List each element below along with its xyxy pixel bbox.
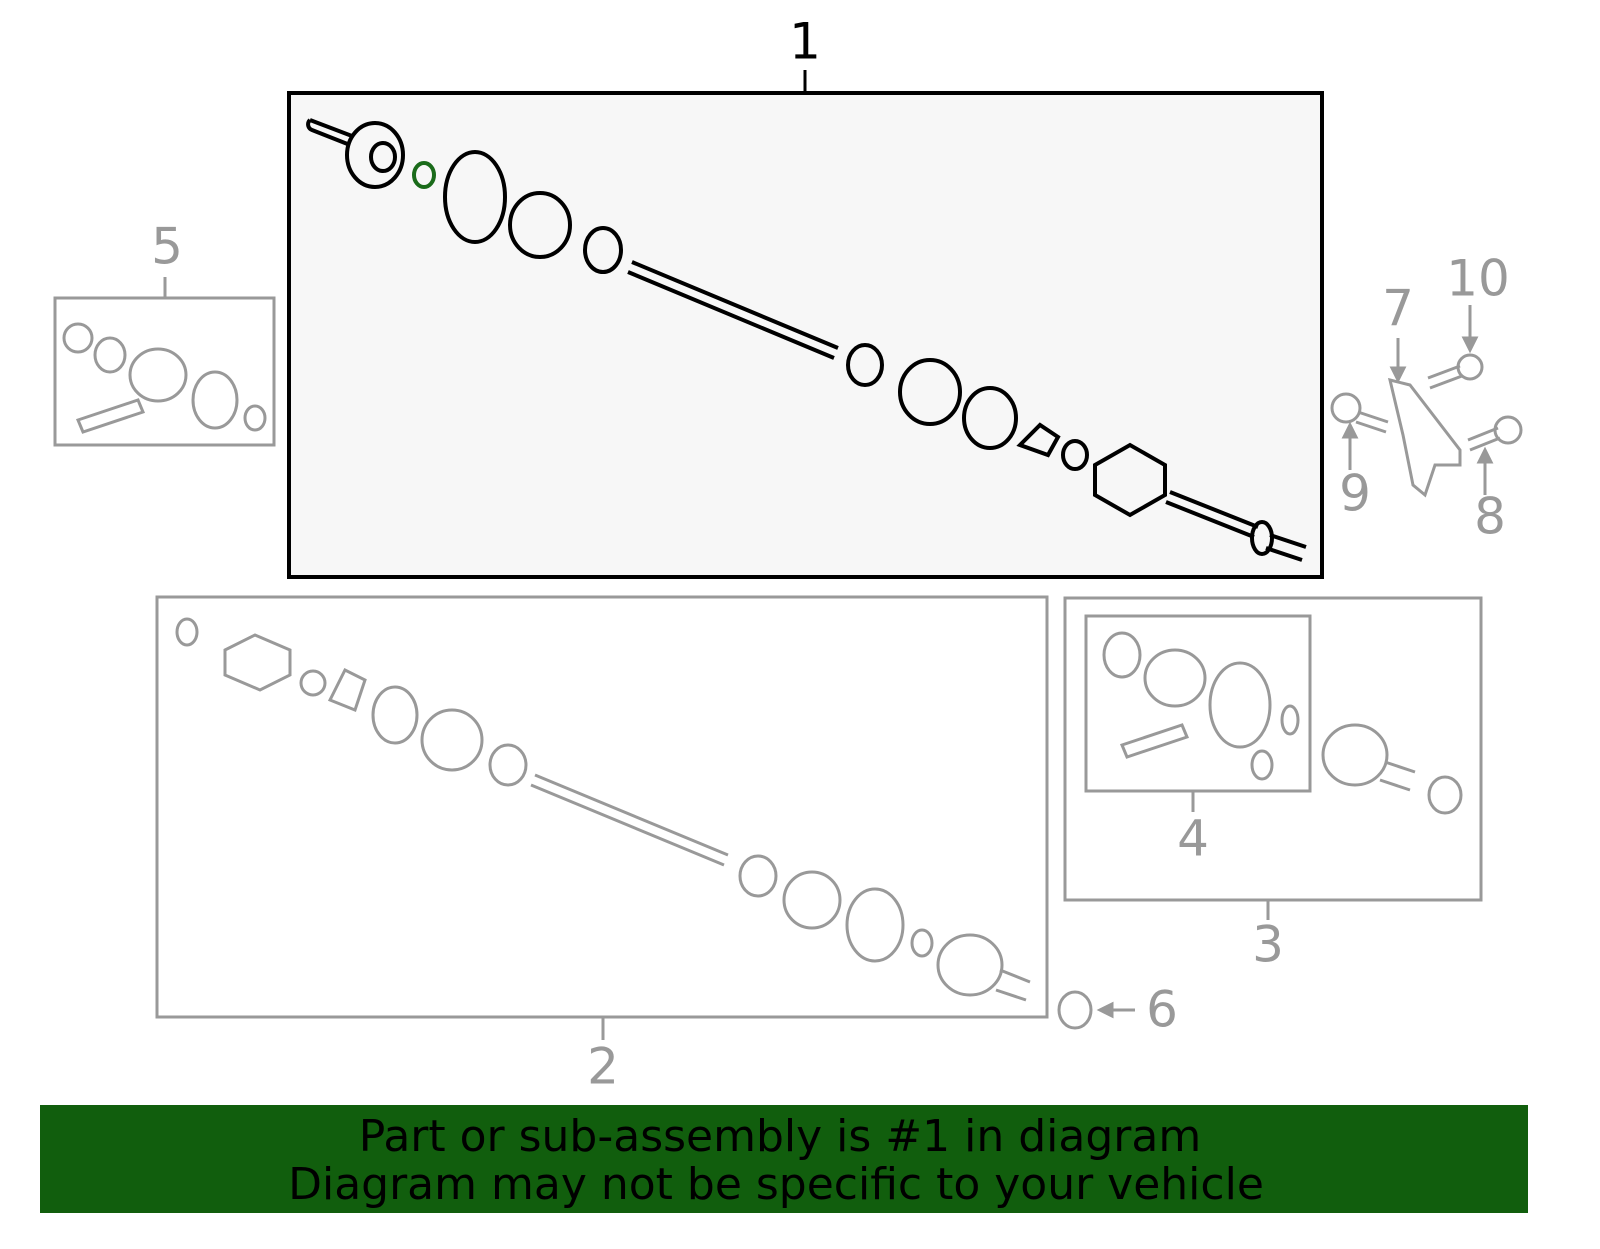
joint-drawing — [1102, 631, 1463, 815]
nut — [1057, 990, 1093, 1030]
assembly-box — [1063, 596, 1483, 902]
bracket-drawing — [1330, 353, 1523, 498]
banner-line: Diagram may not be specific to your vehi… — [288, 1159, 1264, 1210]
arrow — [1096, 1001, 1135, 1019]
callout: 8 — [1474, 488, 1506, 546]
callout: 10 — [1446, 250, 1510, 308]
boot-kit-drawing — [62, 322, 267, 434]
kit-box — [1084, 614, 1312, 793]
axle-drawing — [175, 617, 1031, 1002]
callout: 2 — [587, 1038, 619, 1096]
callout: 4 — [1177, 810, 1209, 868]
banner-line: Part or sub-assembly is #1 in diagram — [359, 1111, 1201, 1162]
callout: 1 — [789, 13, 821, 71]
callout: 3 — [1252, 916, 1284, 974]
callout: 7 — [1382, 280, 1414, 338]
banner — [40, 1105, 1528, 1213]
callout: 5 — [151, 218, 183, 276]
arrows — [1341, 305, 1494, 495]
axle-drawing — [306, 118, 1307, 562]
callout: 6 — [1146, 981, 1178, 1039]
callout: 9 — [1339, 465, 1371, 523]
kit-box — [53, 296, 276, 447]
